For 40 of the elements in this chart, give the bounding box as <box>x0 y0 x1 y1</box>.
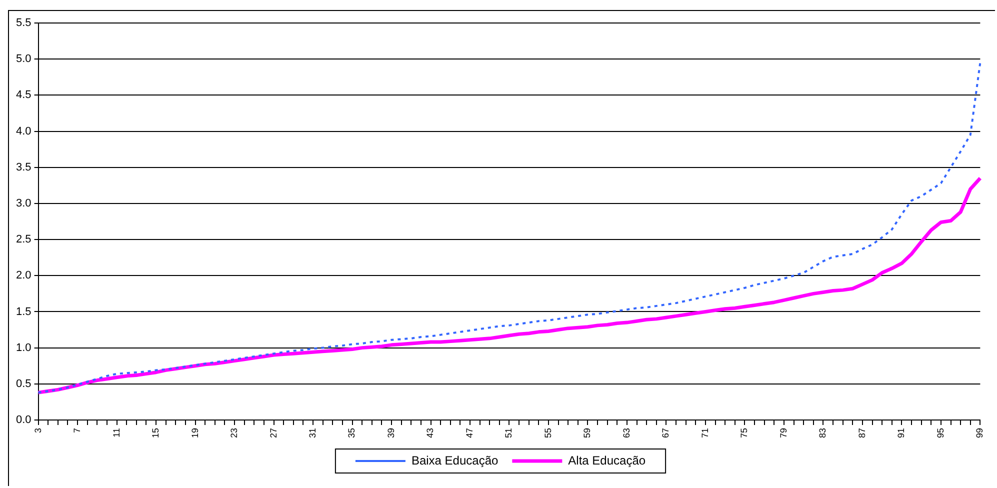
x-tick-label: 79 <box>778 428 788 438</box>
x-tick-label: 3 <box>32 428 43 434</box>
x-tick-label: 39 <box>386 428 396 438</box>
x-tick-label: 35 <box>346 428 357 438</box>
x-tick-label: 67 <box>660 428 671 438</box>
y-tick-label: 5.0 <box>16 53 32 66</box>
y-tick-label: 4.0 <box>16 125 32 138</box>
y-tick-label: 3.0 <box>16 197 32 210</box>
y-tick-label: 1.0 <box>16 342 32 354</box>
x-tick-label: 11 <box>111 428 122 438</box>
x-tick-label: 43 <box>425 428 436 438</box>
x-tick-label: 15 <box>150 428 161 438</box>
y-tick-label: 3.5 <box>16 161 32 174</box>
x-tick-label: 95 <box>935 428 946 438</box>
x-tick-label: 87 <box>856 428 867 438</box>
y-tick-label: 2.0 <box>16 270 32 282</box>
x-tick-label: 91 <box>896 428 906 438</box>
x-tick-label: 55 <box>542 428 553 438</box>
x-tick-label: 23 <box>229 428 240 438</box>
y-tick-label: 5.5 <box>16 17 32 30</box>
x-tick-label: 7 <box>72 428 82 434</box>
y-tick-label: 2.5 <box>16 234 32 246</box>
x-tick-label: 63 <box>621 428 632 438</box>
y-tick-label: 4.5 <box>16 89 32 102</box>
x-tick-label: 75 <box>739 428 750 438</box>
y-tick-label: 0.5 <box>16 378 32 390</box>
y-tick-label: 1.5 <box>16 306 32 318</box>
legend-label: Baixa Educação <box>411 453 498 468</box>
x-tick-label: 99 <box>974 428 985 438</box>
x-tick-label: 71 <box>700 428 710 438</box>
x-tick-label: 27 <box>268 428 278 438</box>
legend-label: Alta Educação <box>568 453 646 468</box>
x-tick-label: 51 <box>504 428 514 438</box>
x-tick-label: 19 <box>190 428 200 438</box>
x-tick-label: 31 <box>308 428 318 438</box>
line-series <box>37 62 982 394</box>
x-tick-label: 59 <box>582 428 592 438</box>
x-tick-label: 83 <box>818 428 828 438</box>
y-tick-label: 0.0 <box>16 414 32 426</box>
x-tick-label: 47 <box>464 428 474 438</box>
